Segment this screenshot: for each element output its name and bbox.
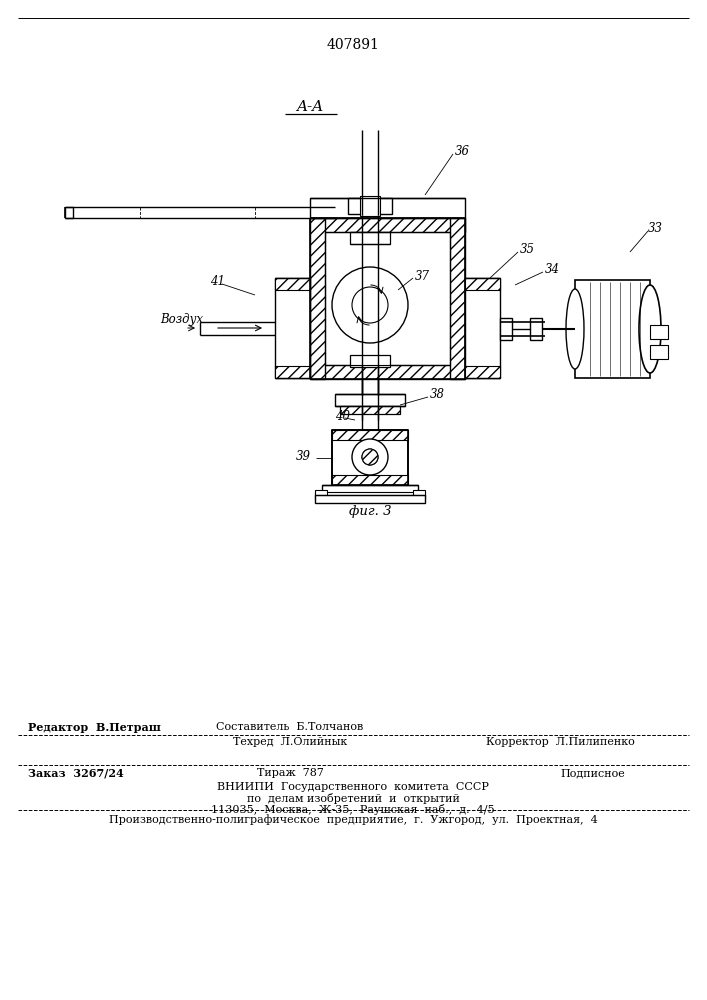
- Text: 36: 36: [455, 145, 470, 158]
- Bar: [310, 365, 465, 379]
- Text: по  делам изобретений  и  открытий: по делам изобретений и открытий: [247, 793, 460, 804]
- Bar: [310, 218, 465, 232]
- Bar: [275, 278, 310, 290]
- Text: Воздух: Воздух: [160, 314, 203, 326]
- Bar: [530, 318, 542, 340]
- Text: 33: 33: [648, 222, 663, 235]
- Bar: [332, 430, 408, 440]
- Text: Составитель  Б.Толчанов: Составитель Б.Толчанов: [216, 722, 363, 732]
- Bar: [322, 485, 418, 495]
- Circle shape: [352, 439, 388, 475]
- Bar: [275, 278, 310, 378]
- Text: 41: 41: [210, 275, 225, 288]
- Bar: [360, 196, 380, 216]
- Bar: [465, 278, 500, 378]
- Bar: [335, 394, 405, 406]
- Text: ВНИИПИ  Государственного  комитета  СССР: ВНИИПИ Государственного комитета СССР: [217, 782, 489, 792]
- Text: фиг. 3: фиг. 3: [349, 505, 391, 518]
- Bar: [350, 355, 390, 367]
- Text: Производственно-полиграфическое  предприятие,  г.  Ужгород,  ул.  Проектная,  4: Производственно-полиграфическое предприя…: [109, 814, 597, 825]
- Bar: [310, 218, 325, 379]
- Text: 35: 35: [520, 243, 535, 256]
- Circle shape: [352, 287, 388, 323]
- Text: 39: 39: [296, 450, 311, 463]
- Text: 37: 37: [415, 270, 430, 283]
- Text: A-A: A-A: [296, 100, 324, 114]
- Text: 38: 38: [430, 388, 445, 401]
- Bar: [650, 345, 668, 359]
- Bar: [413, 490, 425, 496]
- Bar: [315, 492, 425, 499]
- Bar: [465, 278, 500, 290]
- Bar: [450, 218, 465, 379]
- Text: Заказ  3267/24: Заказ 3267/24: [28, 768, 124, 779]
- Text: Редактор  В.Петраш: Редактор В.Петраш: [28, 722, 161, 733]
- Text: Подписное: Подписное: [560, 768, 625, 778]
- Ellipse shape: [639, 285, 661, 373]
- Bar: [575, 280, 650, 378]
- Circle shape: [362, 449, 378, 465]
- Circle shape: [362, 449, 378, 465]
- Bar: [350, 232, 390, 244]
- Circle shape: [332, 267, 408, 343]
- Bar: [310, 198, 465, 218]
- Bar: [465, 366, 500, 378]
- Text: 34: 34: [545, 263, 560, 276]
- Bar: [332, 475, 408, 485]
- Bar: [500, 318, 512, 340]
- Bar: [315, 490, 327, 496]
- Text: Корректор  Л.Пилипенко: Корректор Л.Пилипенко: [486, 737, 634, 747]
- Text: 407891: 407891: [327, 38, 380, 52]
- Bar: [65, 207, 73, 218]
- Bar: [348, 198, 392, 214]
- Text: 40: 40: [335, 410, 350, 423]
- Bar: [332, 430, 408, 485]
- Bar: [340, 406, 400, 414]
- Text: Тираж  787: Тираж 787: [257, 768, 323, 778]
- Text: 113035,  Москва,  Ж-35,  Раушская  наб.,  д.  4/5: 113035, Москва, Ж-35, Раушская наб., д. …: [211, 804, 495, 815]
- Ellipse shape: [566, 289, 584, 369]
- Bar: [650, 325, 668, 339]
- Text: Техред  Л.Олийнык: Техред Л.Олийнык: [233, 737, 347, 747]
- Bar: [315, 495, 425, 503]
- Bar: [275, 366, 310, 378]
